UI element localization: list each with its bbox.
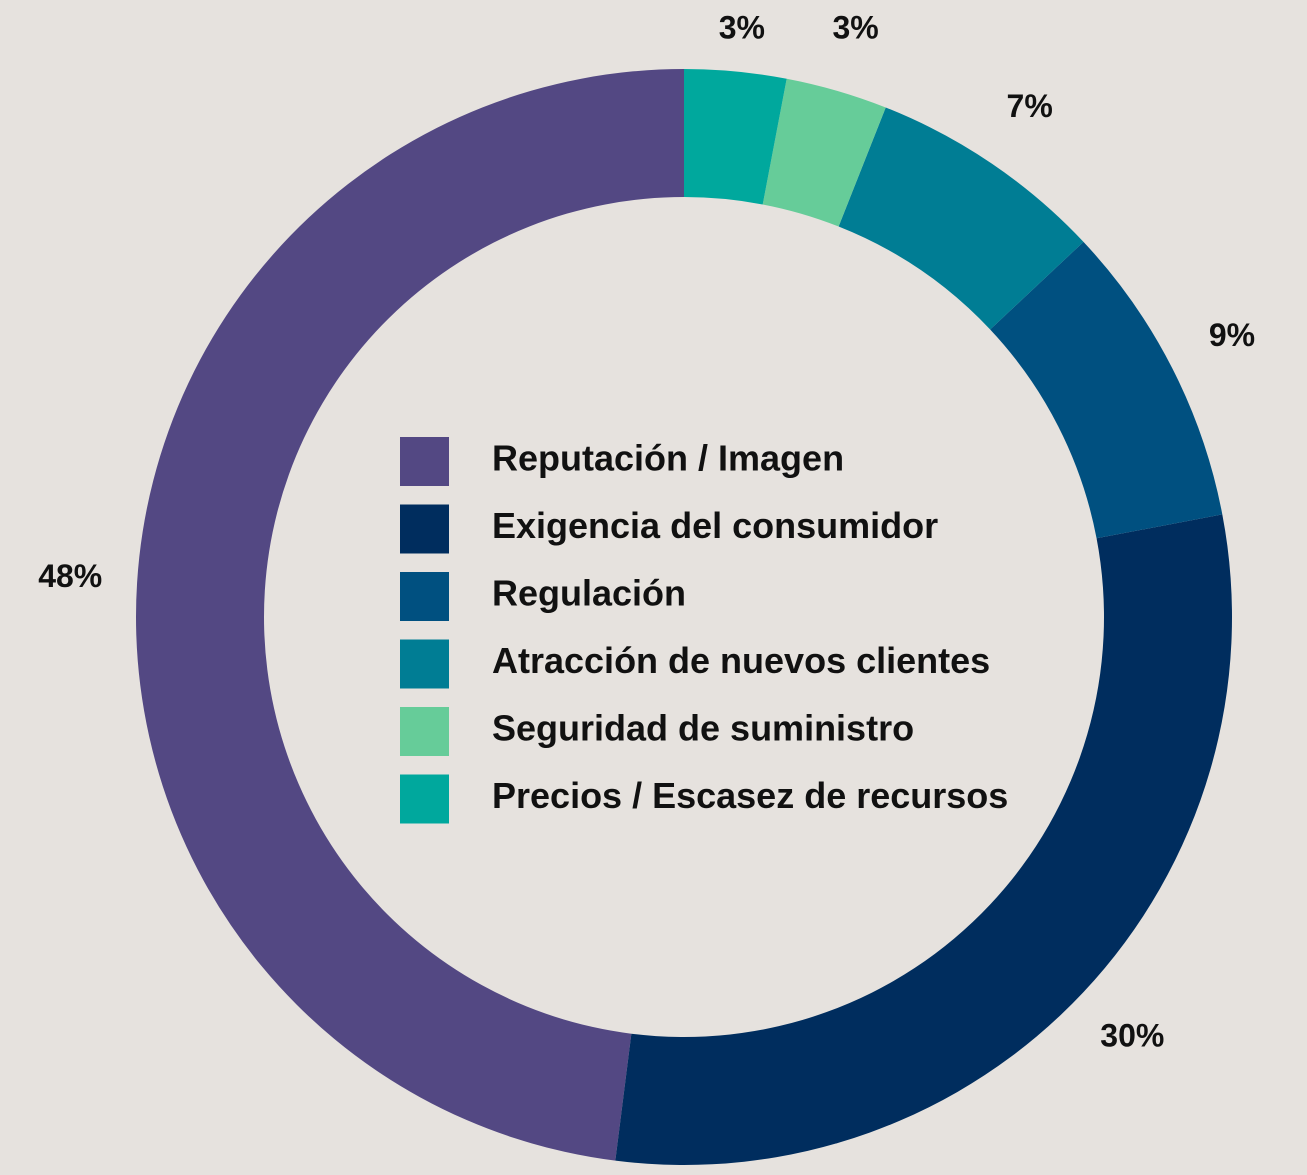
- legend-label: Reputación / Imagen: [492, 438, 844, 479]
- donut-slice: [136, 69, 684, 1161]
- legend-label: Seguridad de suministro: [492, 708, 914, 749]
- legend-swatch: [400, 572, 449, 621]
- legend-label: Precios / Escasez de recursos: [492, 775, 1008, 816]
- donut-slice: [990, 241, 1223, 539]
- value-label: 3%: [719, 9, 765, 45]
- legend-swatch: [400, 437, 449, 486]
- value-label: 7%: [1007, 88, 1053, 124]
- legend-label: Exigencia del consumidor: [492, 505, 938, 546]
- legend-label: Regulación: [492, 573, 686, 614]
- legend-swatch: [400, 639, 449, 689]
- legend-swatch: [400, 504, 449, 554]
- value-label: 3%: [832, 9, 878, 45]
- value-label: 9%: [1209, 317, 1255, 353]
- donut-slice: [684, 69, 787, 205]
- donut-slice: [615, 514, 1232, 1165]
- donut-slice: [762, 78, 886, 227]
- value-label: 48%: [38, 558, 102, 594]
- legend-swatch: [400, 774, 449, 824]
- donut-slice: [838, 107, 1084, 330]
- value-label: 30%: [1100, 1017, 1164, 1053]
- legend-swatch: [400, 707, 449, 756]
- legend-label: Atracción de nuevos clientes: [492, 640, 990, 681]
